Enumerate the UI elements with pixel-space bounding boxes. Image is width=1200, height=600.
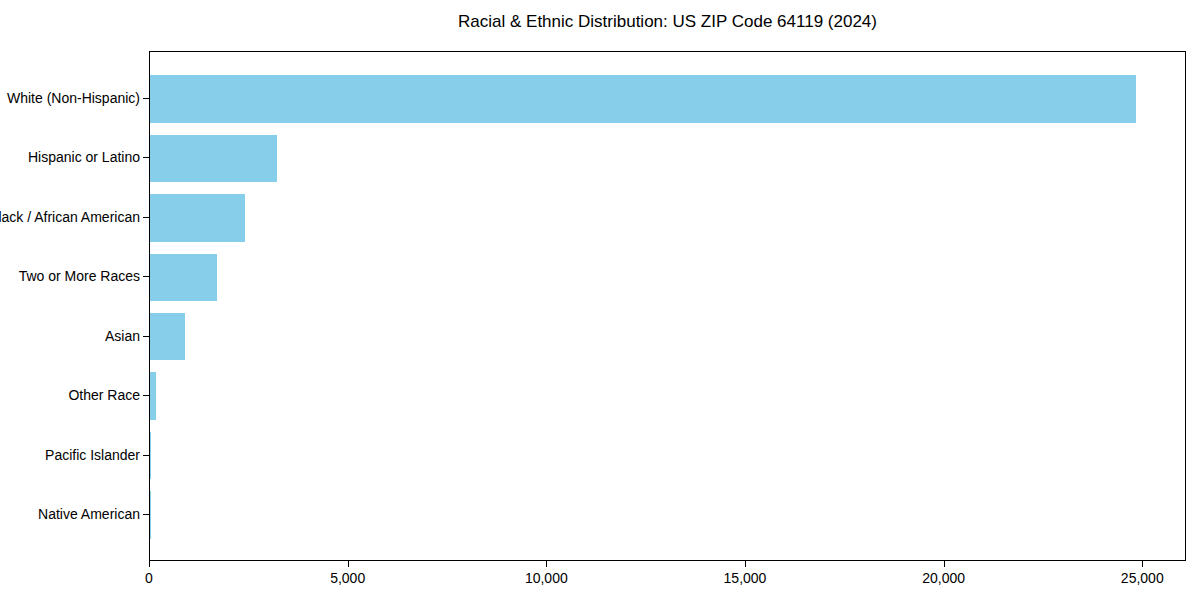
bar xyxy=(150,135,277,183)
x-tick-mark xyxy=(546,561,547,567)
chart-title: Racial & Ethnic Distribution: US ZIP Cod… xyxy=(149,12,1186,32)
y-tick-mark xyxy=(143,395,149,396)
y-tick-label: White (Non-Hispanic) xyxy=(7,90,140,106)
bar xyxy=(150,372,156,420)
y-tick-label: Two or More Races xyxy=(19,268,140,284)
x-tick-label: 20,000 xyxy=(922,570,965,586)
x-tick-label: 10,000 xyxy=(525,570,568,586)
y-tick-label: Pacific Islander xyxy=(45,447,140,463)
plot-area xyxy=(149,51,1186,561)
y-tick-mark xyxy=(143,336,149,337)
x-tick-mark xyxy=(149,561,150,567)
y-tick-label: Black / African American xyxy=(0,209,140,225)
y-tick-mark xyxy=(143,514,149,515)
x-tick-mark xyxy=(348,561,349,567)
x-tick-label: 5,000 xyxy=(330,570,365,586)
bar xyxy=(150,432,151,480)
bar xyxy=(150,254,217,302)
x-tick-label: 0 xyxy=(145,570,153,586)
figure: Racial & Ethnic Distribution: US ZIP Cod… xyxy=(0,0,1200,600)
y-tick-mark xyxy=(143,276,149,277)
x-tick-label: 25,000 xyxy=(1121,570,1164,586)
y-tick-label: Other Race xyxy=(68,387,140,403)
y-tick-label: Asian xyxy=(105,328,140,344)
y-tick-mark xyxy=(143,455,149,456)
x-tick-mark xyxy=(745,561,746,567)
y-tick-label: Native American xyxy=(38,506,140,522)
bar xyxy=(150,313,185,361)
x-tick-label: 15,000 xyxy=(724,570,767,586)
bar xyxy=(150,194,245,242)
y-tick-mark xyxy=(143,217,149,218)
y-tick-label: Hispanic or Latino xyxy=(28,149,140,165)
bar xyxy=(150,75,1136,123)
x-tick-mark xyxy=(944,561,945,567)
x-tick-mark xyxy=(1142,561,1143,567)
y-tick-mark xyxy=(143,157,149,158)
y-tick-mark xyxy=(143,98,149,99)
